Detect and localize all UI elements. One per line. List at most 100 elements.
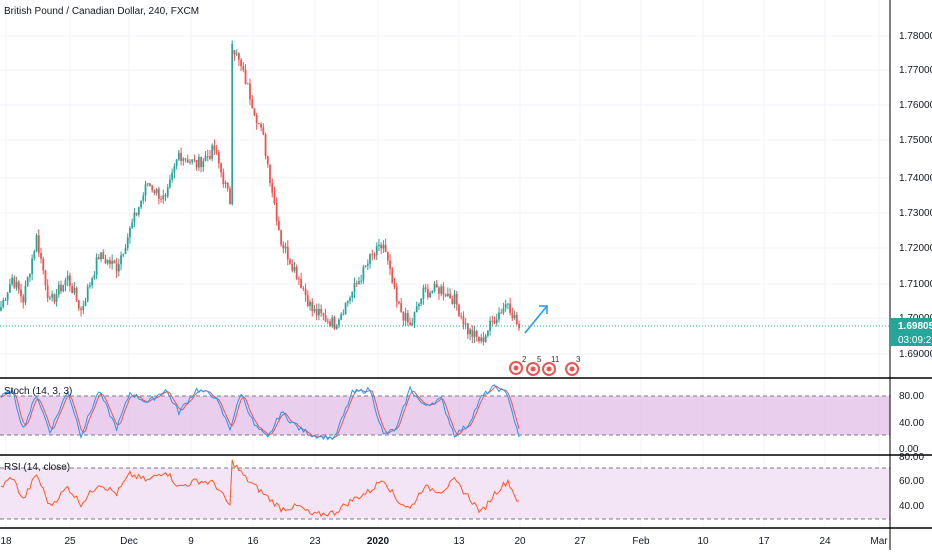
candle-body bbox=[393, 283, 396, 288]
candle bbox=[4, 297, 7, 301]
candle-body bbox=[75, 287, 78, 301]
candle-body bbox=[389, 260, 391, 269]
trend-arrow[interactable] bbox=[524, 305, 548, 334]
candle bbox=[113, 259, 116, 264]
candle bbox=[164, 192, 167, 202]
event-marker[interactable]: 5 bbox=[526, 355, 542, 376]
candle bbox=[378, 238, 380, 251]
candle-body bbox=[493, 321, 496, 324]
candle bbox=[197, 153, 200, 172]
stoch-tick: 80.00 bbox=[899, 391, 924, 402]
candle bbox=[424, 283, 427, 293]
symbol-title[interactable]: British Pound / Canadian Dollar, 240, FX… bbox=[4, 6, 199, 17]
candle-body bbox=[53, 294, 56, 302]
candle-body bbox=[304, 288, 307, 296]
candle bbox=[237, 51, 240, 66]
candle-body bbox=[320, 308, 323, 313]
event-marker[interactable]: 11 bbox=[542, 355, 560, 376]
candle-body bbox=[33, 251, 36, 259]
candle bbox=[371, 249, 374, 261]
candle-body bbox=[298, 278, 300, 280]
candle bbox=[224, 180, 227, 189]
candle bbox=[233, 49, 236, 61]
event-markers[interactable]: 2 5 11 3 bbox=[509, 355, 581, 376]
grid-lines bbox=[0, 0, 890, 528]
candle bbox=[291, 259, 294, 273]
candle bbox=[20, 283, 22, 303]
candle-body bbox=[420, 298, 423, 304]
candle-body bbox=[275, 202, 278, 222]
candle bbox=[315, 303, 318, 321]
price-tick: 1.77000 bbox=[899, 65, 932, 76]
candle bbox=[466, 322, 469, 339]
candle bbox=[393, 278, 396, 290]
event-marker[interactable]: 2 bbox=[509, 355, 527, 375]
candle bbox=[484, 333, 487, 343]
candle-body bbox=[73, 287, 76, 293]
candle bbox=[77, 300, 80, 311]
candle-body bbox=[286, 246, 289, 260]
candle-body bbox=[369, 254, 371, 264]
candle-body bbox=[424, 287, 427, 290]
candle bbox=[155, 188, 158, 196]
candle bbox=[366, 259, 369, 270]
candle-body bbox=[380, 244, 383, 249]
candle bbox=[406, 310, 409, 326]
candle bbox=[402, 311, 405, 327]
candle-body bbox=[97, 257, 100, 260]
candle-body bbox=[340, 314, 343, 320]
time-axis[interactable]: 18 25 Dec 9 16 23 2020 13 20 27 Feb 10 1… bbox=[0, 536, 888, 547]
candle-body bbox=[189, 161, 191, 163]
candle bbox=[340, 312, 343, 321]
candle bbox=[24, 280, 27, 306]
candle-body bbox=[37, 235, 40, 253]
price-tick: 1.74000 bbox=[899, 173, 932, 184]
price-tick: 1.75000 bbox=[899, 135, 932, 146]
candle bbox=[246, 82, 249, 85]
candle bbox=[420, 298, 423, 306]
rsi-axis[interactable]: 80.00 60.00 40.00 bbox=[899, 452, 924, 512]
arrow-shaft bbox=[524, 305, 548, 334]
candle bbox=[244, 64, 247, 85]
candle bbox=[264, 132, 267, 160]
candle-body bbox=[157, 188, 160, 199]
candle-body bbox=[49, 297, 51, 299]
candle-body bbox=[338, 319, 340, 326]
rsi-title[interactable]: RSI (14, close) bbox=[4, 462, 70, 473]
candle-body bbox=[113, 260, 116, 264]
candle bbox=[413, 311, 416, 329]
candle bbox=[97, 253, 100, 260]
candle bbox=[300, 272, 303, 289]
candle bbox=[262, 123, 265, 136]
candle-body bbox=[57, 284, 60, 295]
candle bbox=[515, 311, 518, 326]
candle-body bbox=[77, 300, 80, 309]
time-tick: 13 bbox=[453, 536, 465, 547]
stoch-axis[interactable]: 80.00 40.00 0.00 bbox=[899, 391, 924, 455]
candle-body bbox=[295, 267, 298, 279]
candle bbox=[235, 49, 238, 57]
candle bbox=[182, 157, 185, 166]
candle-body bbox=[502, 308, 505, 313]
candle bbox=[211, 143, 214, 162]
candle-body bbox=[215, 150, 218, 153]
candle bbox=[86, 283, 89, 303]
candle bbox=[180, 147, 182, 166]
rsi-series bbox=[0, 459, 520, 518]
stoch-d-line bbox=[0, 385, 520, 440]
candle bbox=[506, 303, 509, 310]
candle bbox=[282, 241, 285, 254]
event-marker[interactable]: 3 bbox=[565, 355, 581, 376]
candle bbox=[364, 265, 367, 268]
candle bbox=[166, 184, 169, 199]
candle-body bbox=[155, 188, 158, 193]
stoch-title[interactable]: Stoch (14, 3, 3) bbox=[4, 386, 72, 397]
candle-body bbox=[402, 311, 405, 321]
candle-body bbox=[102, 252, 105, 259]
candle bbox=[429, 290, 431, 298]
candle bbox=[42, 256, 45, 275]
candle bbox=[475, 329, 478, 342]
candle-body bbox=[211, 145, 214, 159]
candle bbox=[346, 300, 349, 307]
